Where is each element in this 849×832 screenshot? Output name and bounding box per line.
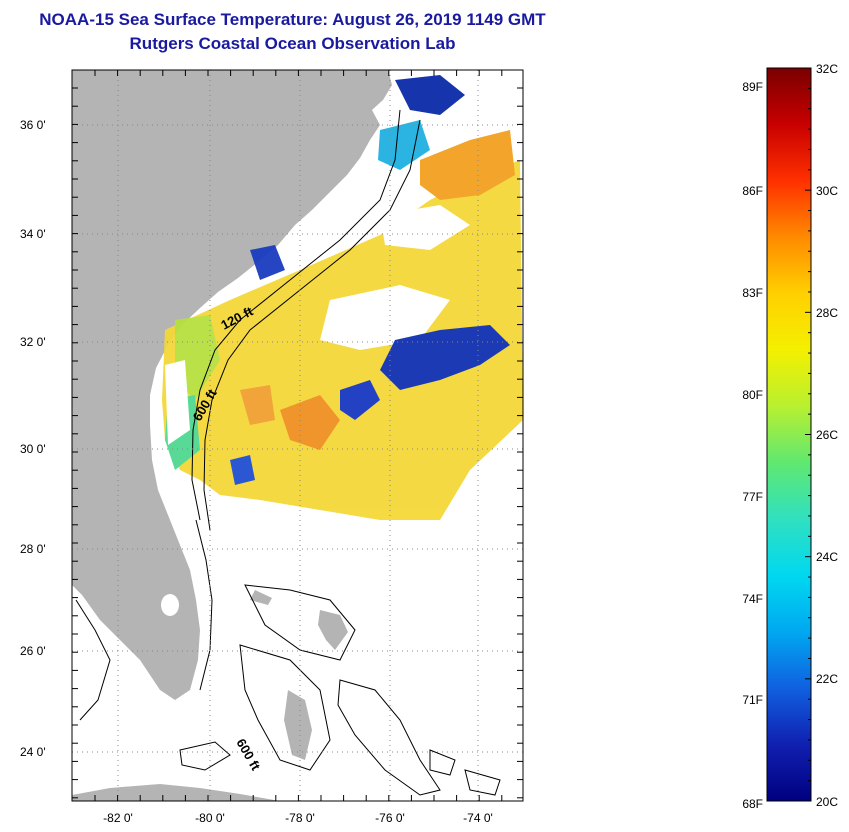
cb-label-f: 80F xyxy=(742,388,763,402)
colorbar-celsius-labels: 32C 30C 28C 26C 24C 22C 20C xyxy=(816,62,838,809)
map-frame xyxy=(71,69,524,802)
colorbar-fahrenheit-labels: 89F 86F 83F 80F 77F 74F 71F 68F xyxy=(742,80,763,811)
map-subtitle: Rutgers Coastal Ocean Observation Lab xyxy=(129,34,456,53)
land-bahamas-1 xyxy=(318,610,348,650)
lon-label: -74 0' xyxy=(463,811,493,825)
lon-label: -82 0' xyxy=(103,811,133,825)
cb-label-f: 68F xyxy=(742,797,763,811)
land-bahamas-3 xyxy=(250,590,272,605)
lat-label: 24 0' xyxy=(20,745,46,759)
longitude-labels: -82 0' -80 0' -78 0' -76 0' -74 0' xyxy=(103,811,493,825)
cb-label-f: 74F xyxy=(742,592,763,606)
lat-label: 32 0' xyxy=(20,335,46,349)
land-mass xyxy=(72,70,392,700)
lat-label: 28 0' xyxy=(20,542,46,556)
cb-label-f: 83F xyxy=(742,286,763,300)
cb-label-c: 28C xyxy=(816,306,838,320)
latitude-labels: 36 0' 34 0' 32 0' 30 0' 28 0' 26 0' 24 0… xyxy=(20,118,46,759)
axis-ticks xyxy=(72,70,523,801)
cb-label-c: 20C xyxy=(816,795,838,809)
lat-label: 30 0' xyxy=(20,442,46,456)
cb-label-f: 89F xyxy=(742,80,763,94)
cb-label-c: 32C xyxy=(816,62,838,76)
lat-label: 26 0' xyxy=(20,644,46,658)
sst-field xyxy=(162,75,523,520)
map-panel: 120 ft 600 ft 600 ft xyxy=(72,70,523,801)
colorbar: 89F 86F 83F 80F 77F 74F 71F 68F 32C 30C … xyxy=(742,62,838,811)
cb-label-f: 86F xyxy=(742,184,763,198)
cb-label-c: 30C xyxy=(816,184,838,198)
cb-label-f: 71F xyxy=(742,693,763,707)
cb-label-c: 22C xyxy=(816,672,838,686)
grid-lines xyxy=(72,70,523,801)
lat-label: 36 0' xyxy=(20,118,46,132)
land-bahamas-2 xyxy=(284,690,312,760)
map-title: NOAA-15 Sea Surface Temperature: August … xyxy=(39,10,546,29)
lon-label: -76 0' xyxy=(375,811,405,825)
colorbar-scale xyxy=(766,67,812,802)
lon-label: -78 0' xyxy=(285,811,315,825)
lon-label: -80 0' xyxy=(195,811,225,825)
cb-label-f: 77F xyxy=(742,490,763,504)
cb-label-c: 24C xyxy=(816,550,838,564)
lat-label: 34 0' xyxy=(20,227,46,241)
land-cuba xyxy=(72,784,280,801)
cb-label-c: 26C xyxy=(816,428,838,442)
